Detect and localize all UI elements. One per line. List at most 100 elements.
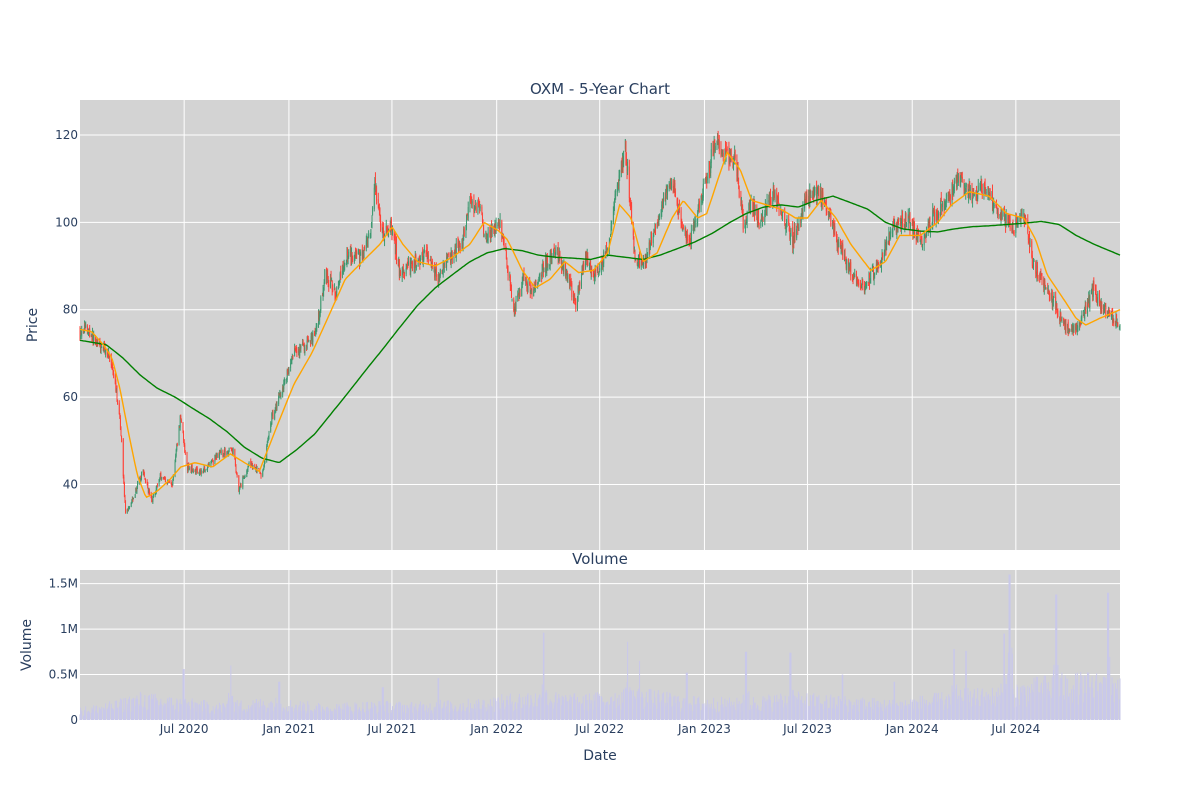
candle-body xyxy=(845,260,847,269)
candle-body xyxy=(971,186,973,204)
volume-bar xyxy=(394,708,396,720)
candle-body xyxy=(303,344,305,347)
candle-body xyxy=(466,214,467,227)
candle-body xyxy=(196,468,198,473)
volume-bar xyxy=(848,699,850,720)
volume-bar xyxy=(662,706,664,720)
candle-body xyxy=(390,220,392,230)
candle-body xyxy=(832,222,833,226)
candle-body xyxy=(949,194,951,200)
candle-body xyxy=(1064,323,1066,330)
volume-bar xyxy=(829,697,831,720)
volume-bar xyxy=(874,702,876,720)
volume-bar xyxy=(1059,677,1061,720)
volume-bar xyxy=(82,715,84,720)
volume-bar xyxy=(489,705,491,720)
candle-body xyxy=(91,335,93,340)
candle-body xyxy=(287,370,289,373)
volume-bar xyxy=(522,705,524,720)
candle-body xyxy=(953,191,955,194)
volume-bar xyxy=(901,701,903,720)
candle-body xyxy=(602,264,604,267)
volume-bar xyxy=(976,698,978,720)
volume-bar xyxy=(618,705,620,720)
candle-body xyxy=(258,467,260,469)
candle-body xyxy=(254,467,256,469)
volume-bar xyxy=(670,696,672,720)
volume-bar xyxy=(1102,676,1104,720)
candle-body xyxy=(665,189,667,199)
candle-body xyxy=(93,335,95,341)
volume-bar xyxy=(784,702,786,720)
volume-bar xyxy=(110,703,112,720)
candle-body xyxy=(355,251,356,257)
candle-body xyxy=(101,346,103,348)
volume-bar xyxy=(402,704,404,720)
candle-body xyxy=(646,253,648,263)
candle-body xyxy=(632,223,634,236)
candle-body xyxy=(483,225,485,234)
candle-body xyxy=(894,221,896,226)
volume-bar xyxy=(1040,682,1042,720)
candle-body xyxy=(762,215,763,222)
candle-body xyxy=(857,282,859,284)
volume-bar xyxy=(415,703,417,720)
candle-body xyxy=(725,151,727,155)
volume-bar xyxy=(349,706,351,720)
volume-bar xyxy=(911,701,913,720)
candle-body xyxy=(543,271,545,272)
volume-bar xyxy=(278,681,280,720)
volume-bar xyxy=(853,702,855,720)
candle-body xyxy=(976,197,978,199)
candle-body xyxy=(702,195,704,202)
volume-bar xyxy=(314,708,316,720)
candle-body xyxy=(618,175,620,186)
candle-body xyxy=(793,237,795,244)
volume-bar xyxy=(97,712,99,720)
candle-body xyxy=(690,230,692,246)
candle-body xyxy=(148,490,150,495)
candle-body xyxy=(369,235,371,237)
candle-body xyxy=(87,332,89,333)
candle-body xyxy=(713,150,715,153)
candle-body xyxy=(554,249,556,255)
volume-bar xyxy=(115,700,117,720)
volume-bar xyxy=(95,706,97,720)
volume-bar xyxy=(993,695,995,720)
candle-body xyxy=(602,261,604,266)
volume-bar xyxy=(388,713,390,720)
candle-body xyxy=(1100,303,1102,311)
volume-bar xyxy=(505,700,507,720)
candle-body xyxy=(696,223,698,224)
volume-bar xyxy=(135,699,137,720)
volume-bar xyxy=(1079,682,1081,720)
volume-bar xyxy=(1069,692,1071,720)
candle-body xyxy=(351,252,353,261)
candle-body xyxy=(908,216,910,218)
candle-body xyxy=(236,471,237,474)
volume-bar xyxy=(1035,676,1037,720)
volume-bar xyxy=(720,705,722,720)
volume-bar xyxy=(780,693,782,720)
volume-bar xyxy=(870,707,872,720)
volume-bar xyxy=(579,702,581,720)
candle-body xyxy=(566,270,568,279)
volume-bar xyxy=(1085,693,1087,720)
candle-body xyxy=(614,199,615,207)
candle-body xyxy=(844,254,845,258)
candle-body xyxy=(469,196,471,206)
volume-bar xyxy=(312,711,314,720)
candle-body xyxy=(141,472,142,480)
volume-bar xyxy=(1012,688,1014,720)
volume-bar xyxy=(331,711,333,720)
volume-bar xyxy=(764,701,766,720)
candle-body xyxy=(323,287,325,292)
volume-bar xyxy=(150,699,152,720)
volume-bar xyxy=(187,704,189,720)
volume-bar xyxy=(274,707,276,720)
volume-bar xyxy=(545,690,547,720)
candle-body xyxy=(900,222,902,230)
candle-body xyxy=(231,448,233,451)
volume-bar xyxy=(120,707,122,720)
volume-bar xyxy=(877,706,879,720)
